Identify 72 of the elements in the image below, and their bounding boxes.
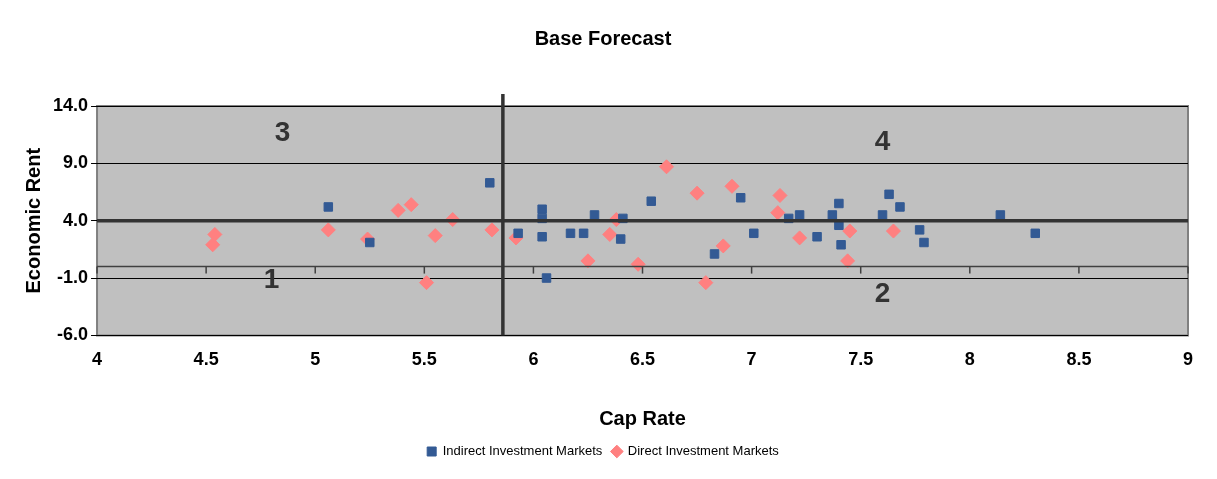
point <box>589 210 600 220</box>
point <box>659 159 675 175</box>
point <box>724 178 740 194</box>
point <box>827 210 838 220</box>
x-tick-label: 8.5 <box>1066 349 1092 370</box>
point <box>919 237 929 248</box>
point <box>320 222 336 238</box>
point <box>541 273 552 283</box>
x-tick-label: 6 <box>528 349 539 370</box>
point <box>836 240 846 250</box>
y-tick-label: 4.0 <box>63 209 89 230</box>
point <box>792 230 808 246</box>
point <box>615 234 626 244</box>
point <box>403 197 419 213</box>
x-tick-label: 5 <box>310 349 321 370</box>
point <box>709 249 720 259</box>
point <box>580 253 596 269</box>
point <box>630 256 646 272</box>
y-tick-label: -6.0 <box>57 324 89 345</box>
point <box>1030 228 1041 239</box>
point <box>772 187 788 203</box>
point <box>770 205 786 221</box>
point <box>419 275 435 291</box>
point <box>205 237 221 253</box>
point <box>914 225 925 235</box>
point <box>715 238 731 254</box>
annotation: 3 <box>274 116 291 148</box>
chart-title: Base Forecast <box>534 26 672 49</box>
y-tick-label: 9.0 <box>63 152 89 173</box>
point <box>565 228 576 239</box>
point <box>749 228 759 239</box>
point <box>390 202 406 218</box>
legend-label: Direct Investment Markets <box>627 443 780 459</box>
point <box>895 202 905 212</box>
point <box>877 210 888 220</box>
point <box>602 226 618 242</box>
point <box>207 226 223 242</box>
point <box>578 228 589 239</box>
x-tick-label: 5.5 <box>411 349 437 370</box>
x-axis-title: Cap Rate <box>599 406 686 429</box>
point <box>646 196 656 206</box>
point <box>427 228 443 244</box>
point <box>735 193 746 203</box>
x-tick-label: 4 <box>92 349 103 370</box>
x-tick-label: 4.5 <box>193 349 219 370</box>
point <box>842 223 858 239</box>
point <box>485 178 495 188</box>
point <box>537 232 547 242</box>
point <box>834 198 844 209</box>
point <box>484 222 500 238</box>
point <box>698 275 714 291</box>
x-tick-label: 8 <box>964 349 975 370</box>
y-tick-label: 14.0 <box>52 94 89 115</box>
annotation: 4 <box>874 125 891 157</box>
point <box>537 204 547 214</box>
x-tick-label: 7 <box>746 349 757 370</box>
point <box>884 189 894 200</box>
legend-label: Indirect Investment Markets <box>442 443 603 459</box>
point <box>840 253 856 269</box>
annotation: 2 <box>874 276 891 308</box>
point <box>995 210 1006 220</box>
point <box>794 210 805 220</box>
point <box>812 232 822 242</box>
x-tick-label: 6.5 <box>630 349 656 370</box>
y-axis-title: Economic Rent <box>21 147 44 294</box>
x-tick-label: 7.5 <box>848 349 874 370</box>
point <box>689 185 705 201</box>
point <box>323 202 334 212</box>
point <box>365 237 375 248</box>
y-tick-label: -1.0 <box>57 267 89 288</box>
x-tick-label: 9 <box>1182 349 1194 370</box>
point <box>885 223 901 239</box>
